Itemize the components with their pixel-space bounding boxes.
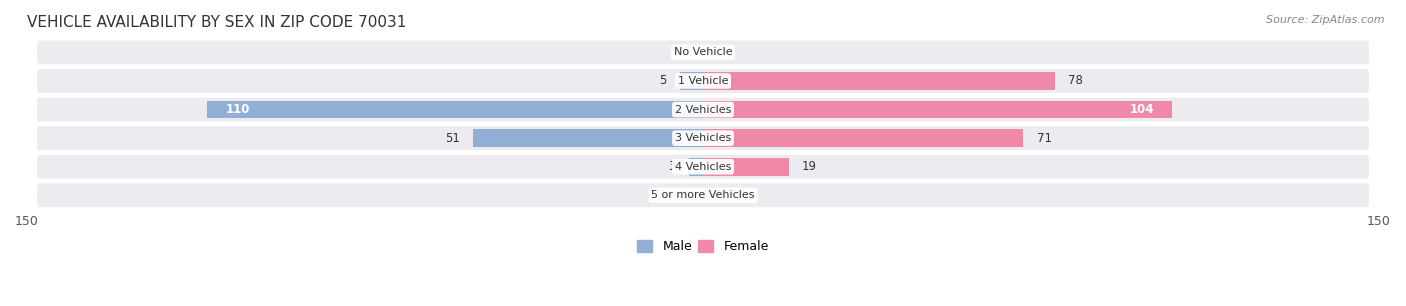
Text: Source: ZipAtlas.com: Source: ZipAtlas.com (1267, 15, 1385, 25)
Text: 4 Vehicles: 4 Vehicles (675, 162, 731, 172)
Text: 19: 19 (803, 160, 817, 173)
Text: 0: 0 (682, 189, 689, 202)
Bar (681, 72, 703, 90)
Text: 5 or more Vehicles: 5 or more Vehicles (651, 190, 755, 200)
Text: VEHICLE AVAILABILITY BY SEX IN ZIP CODE 70031: VEHICLE AVAILABILITY BY SEX IN ZIP CODE … (27, 15, 406, 30)
Text: 51: 51 (444, 132, 460, 145)
Text: 0: 0 (717, 46, 724, 59)
Text: No Vehicle: No Vehicle (673, 47, 733, 58)
FancyBboxPatch shape (37, 68, 1369, 94)
Bar (207, 101, 703, 118)
Text: 71: 71 (1036, 132, 1052, 145)
Text: 5: 5 (659, 74, 666, 88)
Text: 1 Vehicle: 1 Vehicle (678, 76, 728, 86)
Bar (703, 158, 789, 176)
Text: 2 Vehicles: 2 Vehicles (675, 105, 731, 114)
Bar (689, 158, 703, 176)
FancyBboxPatch shape (37, 182, 1369, 208)
Text: 3: 3 (669, 160, 676, 173)
Text: 0: 0 (682, 46, 689, 59)
FancyBboxPatch shape (37, 125, 1369, 151)
Bar (703, 101, 1171, 118)
Text: 3 Vehicles: 3 Vehicles (675, 133, 731, 143)
FancyBboxPatch shape (37, 39, 1369, 65)
Text: 0: 0 (717, 189, 724, 202)
Text: 110: 110 (225, 103, 250, 116)
Bar (703, 129, 1024, 147)
FancyBboxPatch shape (37, 97, 1369, 122)
Text: 104: 104 (1129, 103, 1154, 116)
Legend: Male, Female: Male, Female (633, 235, 773, 258)
Text: 78: 78 (1069, 74, 1083, 88)
Bar (474, 129, 703, 147)
Bar (703, 72, 1054, 90)
FancyBboxPatch shape (37, 154, 1369, 180)
